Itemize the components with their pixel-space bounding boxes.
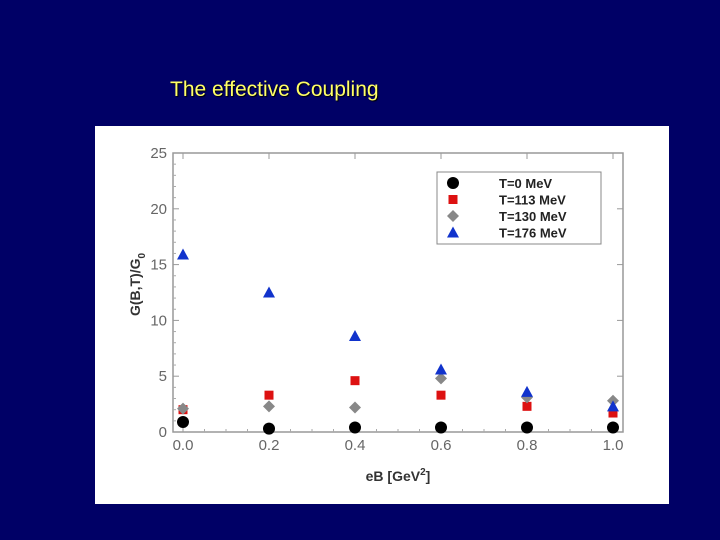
- data-point-series-0: [263, 422, 275, 435]
- legend-marker: [448, 195, 458, 204]
- data-point-series-1: [436, 390, 446, 400]
- y-tick-label: 25: [150, 145, 167, 162]
- y-tick-label: 5: [159, 368, 167, 385]
- data-point-series-1: [608, 408, 618, 418]
- chart-figure: 0 5 10 15 20 25 0.0 0.2 0.4 0.6 0.8 1.0 eB [GeV2] G(B…: [95, 126, 669, 504]
- y-axis-label: G(B,T)/G0: [127, 253, 148, 317]
- x-tick-label: 1.0: [603, 437, 624, 454]
- legend-box: [436, 171, 602, 245]
- data-point-series-3: [349, 330, 361, 342]
- slide-title: The effective Coupling: [170, 78, 379, 101]
- x-tick-label: 0.4: [345, 437, 366, 454]
- data-point-series-0: [349, 421, 361, 434]
- data-point-series-3: [177, 248, 189, 260]
- legend-label: T=113 MeV: [499, 193, 566, 208]
- data-point-series-3: [435, 363, 447, 375]
- x-axis-label-sup: 2: [420, 467, 426, 478]
- data-point-series-3: [607, 400, 619, 412]
- data-point-series-1: [264, 390, 274, 400]
- y-tick-label: 0: [159, 424, 167, 441]
- y-axis-label-main: G(B,T)/G: [127, 258, 143, 316]
- data-point-series-2: [177, 402, 189, 415]
- x-axis-label: eB [GeV2]: [366, 467, 431, 484]
- x-tick-label: 0.8: [517, 437, 538, 454]
- data-point-series-0: [521, 421, 533, 434]
- x-tick-label: 0.2: [259, 437, 280, 454]
- data-point-series-3: [521, 385, 533, 397]
- x-axis-label-main: eB [GeV: [366, 468, 421, 484]
- legend-label: T=176 MeV: [499, 226, 567, 241]
- y-tick-label: 15: [150, 257, 167, 274]
- data-point-series-1: [522, 401, 532, 411]
- data-point-series-1: [350, 376, 360, 386]
- x-tick-label: 0.0: [173, 437, 194, 454]
- data-point-series-3: [263, 286, 275, 298]
- y-tick-label: 10: [150, 312, 167, 329]
- data-point-series-0: [177, 415, 189, 428]
- legend-marker: [447, 177, 459, 189]
- data-point-series-2: [435, 372, 447, 385]
- legend-label: T=0 MeV: [499, 176, 552, 191]
- y-tick-label: 20: [150, 201, 167, 218]
- legend-marker: [447, 226, 459, 238]
- y-axis-label-sub: 0: [137, 253, 148, 259]
- x-tick-label: 0.6: [431, 437, 452, 454]
- data-point-series-2: [349, 401, 361, 414]
- data-point-series-0: [435, 421, 447, 434]
- legend-label: T=130 MeV: [499, 209, 567, 224]
- legend-marker: [447, 210, 459, 222]
- data-point-series-0: [607, 421, 619, 434]
- data-point-series-2: [263, 400, 275, 413]
- x-axis-label-suffix: ]: [426, 468, 431, 484]
